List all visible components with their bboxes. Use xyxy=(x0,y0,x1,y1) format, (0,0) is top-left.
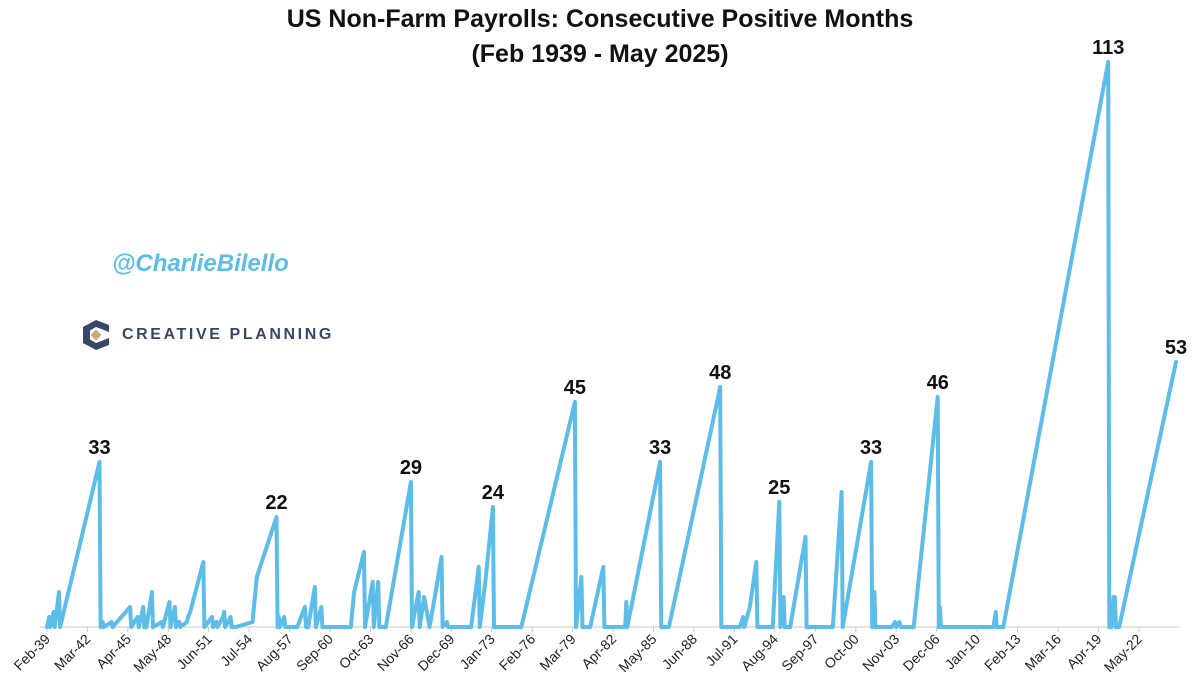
x-tick-label: Mar-79 xyxy=(536,631,579,674)
plot-area xyxy=(45,60,1178,629)
creative-planning-logo-text: CREATIVE PLANNING xyxy=(122,326,334,343)
chart-subtitle: (Feb 1939 - May 2025) xyxy=(471,40,729,68)
data-label: 53 xyxy=(1165,337,1187,359)
x-tick-label: Jan-10 xyxy=(942,631,984,673)
x-tick-label: Feb-76 xyxy=(496,631,539,674)
x-tick-label: Apr-19 xyxy=(1063,631,1104,672)
x-tick-label: Sep-97 xyxy=(778,631,821,674)
x-tick-label: Oct-00 xyxy=(821,631,862,672)
x-tick-label: May-48 xyxy=(130,631,174,675)
data-label: 45 xyxy=(564,377,586,399)
x-tick-label: Jul-54 xyxy=(217,631,255,669)
series-line xyxy=(45,60,1178,629)
x-tick-label: Jan-73 xyxy=(456,631,498,673)
data-label: 22 xyxy=(265,492,287,514)
creative-planning-logo: CREATIVE PLANNING xyxy=(82,320,334,350)
creative-planning-logo-icon xyxy=(83,320,109,350)
x-tick-label: Mar-42 xyxy=(51,631,94,674)
x-tick-label: Feb-13 xyxy=(981,631,1024,674)
x-tick-label: Jun-51 xyxy=(173,631,215,673)
data-labels: 33 22 29 24 45 33 48 25 33 46 113 53 xyxy=(88,37,1187,514)
data-label: 46 xyxy=(927,372,949,394)
data-label: 113 xyxy=(1092,37,1124,59)
x-tick-label: Aug-94 xyxy=(738,631,781,674)
x-tick-label: Feb-39 xyxy=(10,631,53,674)
data-label: 48 xyxy=(709,362,731,384)
data-label: 33 xyxy=(860,437,882,459)
data-label: 24 xyxy=(482,482,505,504)
x-tick-label: Apr-82 xyxy=(578,631,619,672)
x-tick-label: Dec-69 xyxy=(414,631,457,674)
x-tick-label: Oct-63 xyxy=(336,631,377,672)
data-label: 25 xyxy=(768,477,790,499)
data-label: 33 xyxy=(88,437,110,459)
x-tick-label: May-85 xyxy=(615,631,659,675)
x-tick-label: Dec-06 xyxy=(900,631,943,674)
data-label: 33 xyxy=(649,437,671,459)
x-tick-label: Nov-66 xyxy=(374,631,417,674)
x-tick-label: Jul-91 xyxy=(702,631,740,669)
x-tick-label: May-22 xyxy=(1101,631,1145,675)
x-tick-label: Sep-60 xyxy=(293,631,336,674)
author-handle: @CharlieBilello xyxy=(112,250,289,277)
x-tick-label: Aug-57 xyxy=(253,631,296,674)
chart-title: US Non-Farm Payrolls: Consecutive Positi… xyxy=(286,5,914,33)
x-tick-label: Apr-45 xyxy=(93,631,134,672)
x-tick-label: Jun-88 xyxy=(659,631,701,673)
data-label: 29 xyxy=(400,457,422,479)
x-tick-label: Nov-03 xyxy=(859,631,902,674)
chart-title-block: US Non-Farm Payrolls: Consecutive Positi… xyxy=(0,2,1200,72)
x-tick-label: Mar-16 xyxy=(1021,631,1064,674)
